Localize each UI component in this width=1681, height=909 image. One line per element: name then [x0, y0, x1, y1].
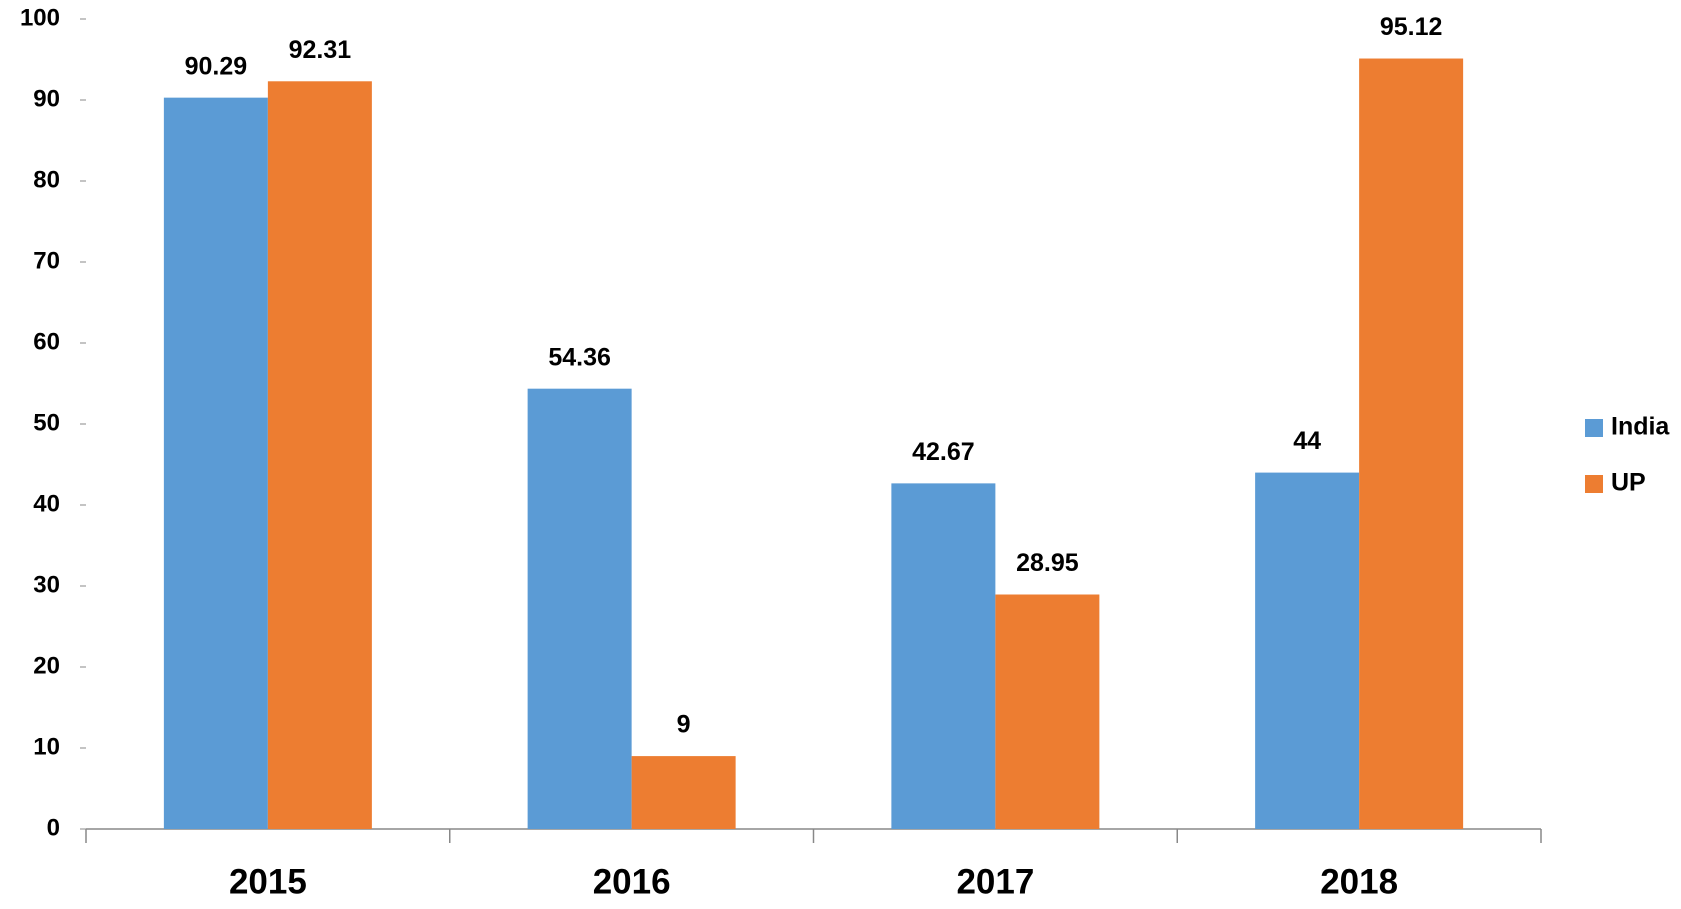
bar: [891, 483, 996, 829]
value-label: 9: [677, 711, 691, 739]
y-tick-label: 10: [33, 733, 60, 760]
bar: [1359, 58, 1464, 829]
bar: [163, 97, 268, 829]
bar: [527, 388, 632, 829]
legend-swatch: [1585, 419, 1603, 437]
bar: [631, 756, 736, 829]
x-tick-label: 2017: [956, 862, 1034, 901]
y-tick-label: 30: [33, 571, 60, 598]
x-tick-label: 2018: [1320, 862, 1398, 901]
y-tick-label: 0: [47, 814, 60, 841]
value-label: 28.95: [1016, 549, 1079, 577]
value-label: 54.36: [548, 343, 611, 371]
y-tick-label: 90: [33, 85, 60, 112]
bar: [267, 81, 372, 829]
y-tick-label: 80: [33, 166, 60, 193]
legend-label: UP: [1611, 469, 1646, 497]
bar: [1255, 472, 1360, 829]
y-tick-label: 40: [33, 490, 60, 517]
value-label: 95.12: [1380, 13, 1443, 41]
bar: [995, 594, 1100, 829]
value-label: 90.29: [185, 52, 248, 80]
legend-label: India: [1611, 413, 1670, 441]
value-label: 42.67: [912, 438, 975, 466]
x-tick-label: 2016: [593, 862, 671, 901]
value-label: 44: [1293, 427, 1321, 455]
x-tick-label: 2015: [229, 862, 307, 901]
y-tick-label: 60: [33, 328, 60, 355]
y-tick-label: 20: [33, 652, 60, 679]
y-tick-label: 70: [33, 247, 60, 274]
legend-swatch: [1585, 475, 1603, 493]
y-tick-label: 100: [20, 4, 60, 31]
value-label: 92.31: [289, 36, 352, 64]
y-tick-label: 50: [33, 409, 60, 436]
